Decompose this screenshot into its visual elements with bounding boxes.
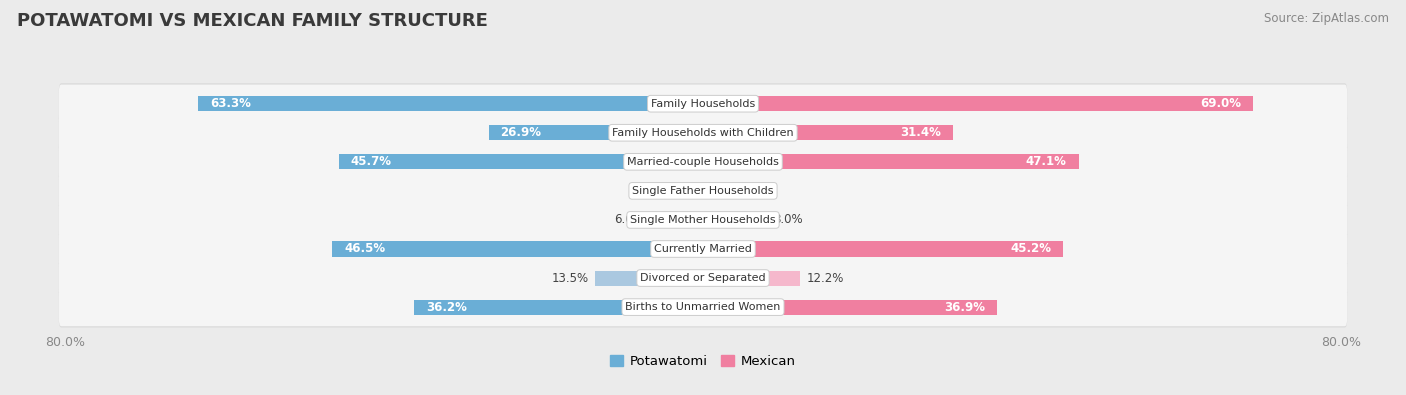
Bar <box>703 125 953 140</box>
Text: Married-couple Households: Married-couple Households <box>627 157 779 167</box>
Text: Births to Unmarried Women: Births to Unmarried Women <box>626 302 780 312</box>
FancyBboxPatch shape <box>59 143 1347 181</box>
Bar <box>332 241 703 256</box>
Text: 12.2%: 12.2% <box>807 271 844 284</box>
Text: 31.4%: 31.4% <box>900 126 942 139</box>
FancyBboxPatch shape <box>59 287 1347 327</box>
FancyBboxPatch shape <box>59 230 1347 268</box>
Text: 46.5%: 46.5% <box>344 243 385 256</box>
Text: 6.6%: 6.6% <box>614 213 644 226</box>
Text: Divorced or Separated: Divorced or Separated <box>640 273 766 283</box>
Bar <box>703 299 997 315</box>
Bar <box>415 299 703 315</box>
Bar <box>198 96 703 111</box>
Text: POTAWATOMI VS MEXICAN FAMILY STRUCTURE: POTAWATOMI VS MEXICAN FAMILY STRUCTURE <box>17 12 488 30</box>
FancyBboxPatch shape <box>59 259 1347 297</box>
Bar <box>683 183 703 198</box>
FancyBboxPatch shape <box>59 229 1347 269</box>
Bar <box>488 125 703 140</box>
FancyBboxPatch shape <box>59 288 1347 326</box>
Text: 13.5%: 13.5% <box>553 271 589 284</box>
Text: 2.5%: 2.5% <box>647 184 676 198</box>
Text: Family Households: Family Households <box>651 99 755 109</box>
Bar <box>339 154 703 169</box>
FancyBboxPatch shape <box>59 113 1347 153</box>
FancyBboxPatch shape <box>59 201 1347 239</box>
FancyBboxPatch shape <box>59 141 1347 182</box>
Text: 45.2%: 45.2% <box>1011 243 1052 256</box>
Text: 3.0%: 3.0% <box>734 184 763 198</box>
Text: 45.7%: 45.7% <box>350 155 392 168</box>
FancyBboxPatch shape <box>59 171 1347 211</box>
Bar <box>703 213 766 228</box>
Bar <box>651 213 703 228</box>
Text: 69.0%: 69.0% <box>1201 97 1241 110</box>
FancyBboxPatch shape <box>59 258 1347 298</box>
FancyBboxPatch shape <box>59 114 1347 152</box>
Text: 8.0%: 8.0% <box>773 213 803 226</box>
Bar <box>703 154 1078 169</box>
Bar <box>703 183 727 198</box>
Text: 36.2%: 36.2% <box>426 301 467 314</box>
Text: 47.1%: 47.1% <box>1026 155 1067 168</box>
Text: Single Mother Households: Single Mother Households <box>630 215 776 225</box>
FancyBboxPatch shape <box>59 83 1347 124</box>
Text: 36.9%: 36.9% <box>945 301 986 314</box>
FancyBboxPatch shape <box>59 199 1347 240</box>
Legend: Potawatomi, Mexican: Potawatomi, Mexican <box>605 350 801 373</box>
Text: Currently Married: Currently Married <box>654 244 752 254</box>
Text: 63.3%: 63.3% <box>211 97 252 110</box>
Bar <box>703 271 800 286</box>
FancyBboxPatch shape <box>59 85 1347 123</box>
Bar <box>703 241 1063 256</box>
Text: Source: ZipAtlas.com: Source: ZipAtlas.com <box>1264 12 1389 25</box>
Text: Single Father Households: Single Father Households <box>633 186 773 196</box>
FancyBboxPatch shape <box>59 172 1347 210</box>
Bar <box>595 271 703 286</box>
Text: Family Households with Children: Family Households with Children <box>612 128 794 138</box>
Text: 26.9%: 26.9% <box>501 126 541 139</box>
Bar <box>703 96 1253 111</box>
